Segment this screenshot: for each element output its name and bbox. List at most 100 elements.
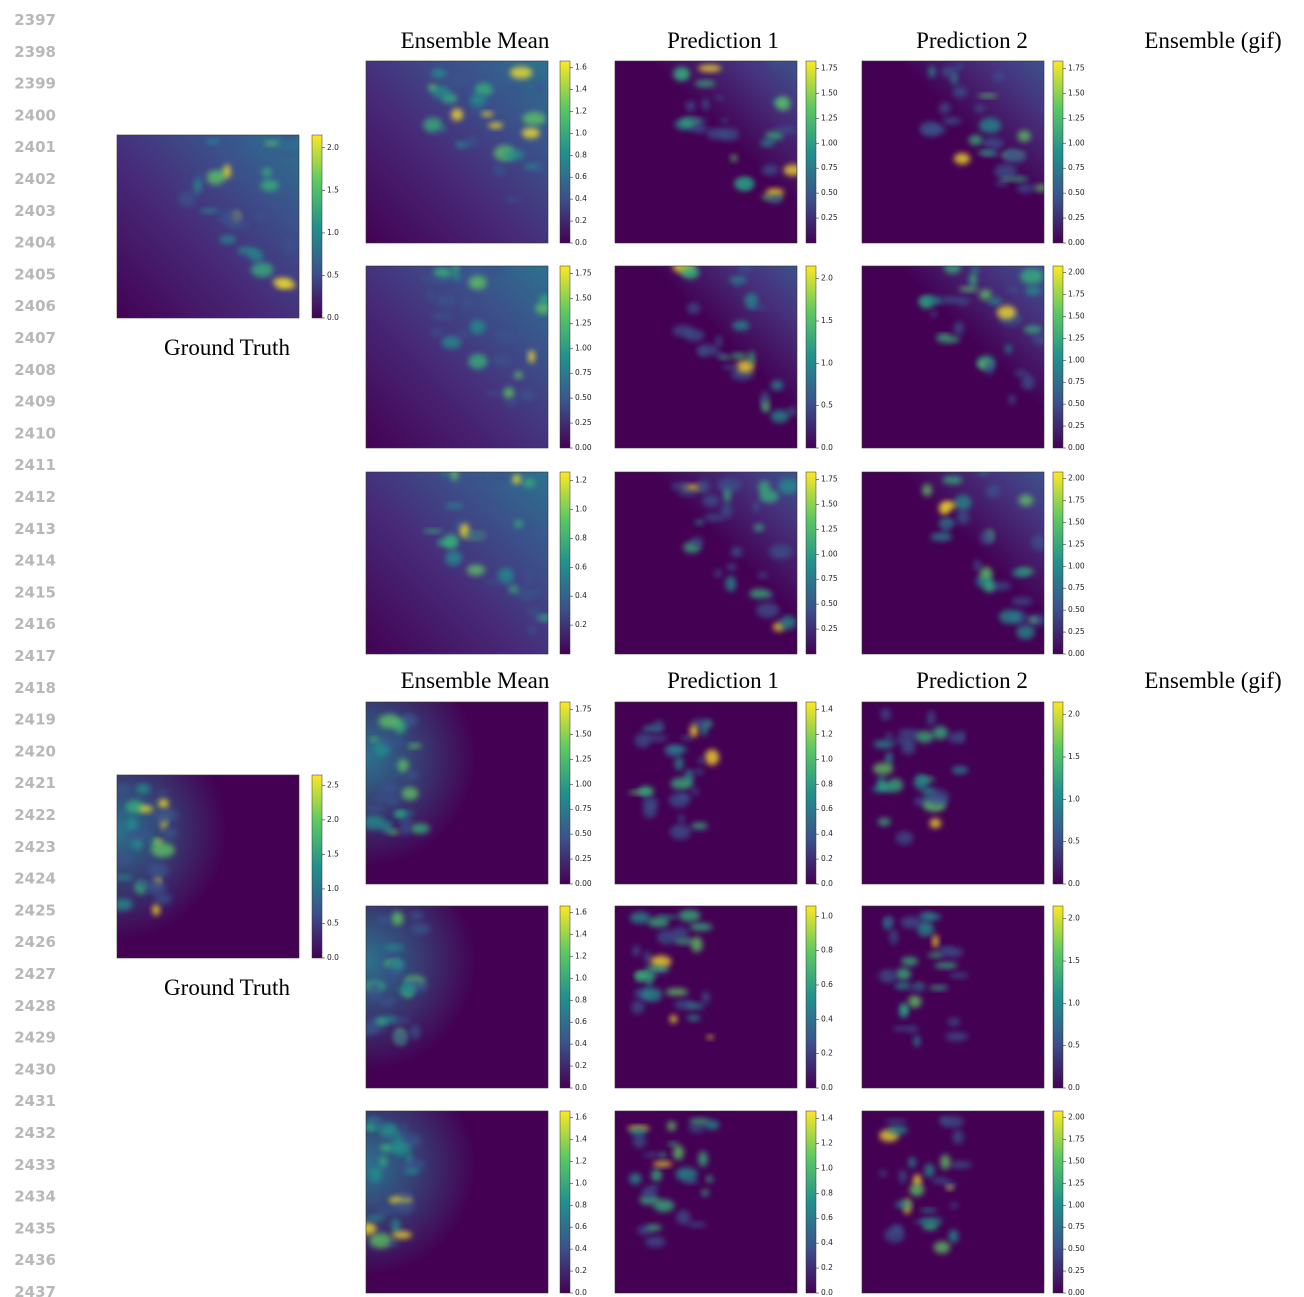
heatmap-body xyxy=(862,1111,1044,1293)
blob xyxy=(954,495,971,511)
line-number: 2432 xyxy=(14,1124,56,1142)
heatmap xyxy=(366,259,551,448)
blob xyxy=(698,65,721,72)
blob xyxy=(1018,495,1033,507)
blob xyxy=(357,1222,376,1234)
heatmap-body xyxy=(615,1111,797,1293)
blob xyxy=(701,1189,709,1196)
blob xyxy=(488,122,503,128)
heatmap xyxy=(615,57,802,243)
blob xyxy=(721,118,728,123)
blob xyxy=(523,112,546,125)
colorbar-tick-label: 1.00 xyxy=(1068,138,1085,147)
colorbar-tick-label: 0.0 xyxy=(575,1288,587,1297)
colorbar-tick-label: 0.0 xyxy=(821,1083,833,1092)
blob xyxy=(514,520,522,528)
blob xyxy=(698,757,705,764)
blob xyxy=(410,923,430,934)
colorbar-tick-label: 1.4 xyxy=(575,1135,587,1144)
blob xyxy=(675,756,684,770)
colorbar-tick-label: 0.2 xyxy=(575,216,587,225)
colorbar-tick-label: 0.2 xyxy=(821,1263,833,1272)
blob xyxy=(768,195,782,204)
blob xyxy=(469,276,487,290)
colorbar-tick-label: 0.8 xyxy=(575,533,587,542)
blob xyxy=(771,380,783,390)
colorbar-tick-label: 2.0 xyxy=(1068,914,1080,923)
blob xyxy=(950,1161,972,1168)
colorbar-tick-label: 0.6 xyxy=(821,980,833,989)
colorbar-tick-label: 1.25 xyxy=(821,524,838,533)
blob xyxy=(688,1124,705,1132)
colorbar-tick-label: 0.8 xyxy=(575,995,587,1004)
line-number: 2412 xyxy=(14,488,56,506)
blob xyxy=(441,336,461,349)
blob xyxy=(896,968,911,980)
heatmap-body xyxy=(357,1111,548,1293)
line-number: 2431 xyxy=(14,1092,56,1110)
colorbar-tick-label: 0.50 xyxy=(821,599,838,608)
colorbar-tick-label: 0.8 xyxy=(821,1188,833,1197)
blob xyxy=(681,736,692,741)
colorbar-tick-label: 2.00 xyxy=(1068,474,1085,483)
blob xyxy=(673,1145,684,1160)
blob xyxy=(651,1169,662,1182)
colorbar-tick-label: 1.50 xyxy=(821,88,838,97)
blob xyxy=(509,585,519,593)
blob xyxy=(451,273,461,280)
blob xyxy=(387,796,400,806)
line-number: 2411 xyxy=(14,456,56,474)
blob xyxy=(381,783,398,795)
colorbar-tick-label: 0.8 xyxy=(821,946,833,955)
blob xyxy=(706,1175,712,1182)
blob xyxy=(944,262,961,274)
blob xyxy=(886,732,893,740)
line-number: 2399 xyxy=(14,75,56,93)
colorbar-tick-label: 1.50 xyxy=(575,729,592,738)
blob xyxy=(528,626,536,634)
colorbar-tick-label: 1.50 xyxy=(1068,311,1085,320)
blob xyxy=(486,391,501,395)
blob xyxy=(885,1119,908,1124)
blob xyxy=(695,520,704,525)
blob xyxy=(901,1004,907,1015)
colorbar-tick-label: 1.2 xyxy=(821,1138,833,1147)
blob xyxy=(395,811,405,816)
blob xyxy=(676,1167,698,1181)
blob xyxy=(948,732,963,743)
blob xyxy=(909,1183,924,1196)
blob xyxy=(392,1231,412,1239)
blob xyxy=(504,399,518,406)
colorbar-tick-label: 1.00 xyxy=(1068,1200,1085,1209)
colorbar-tick-label: 0.75 xyxy=(1068,1222,1085,1231)
blob xyxy=(1011,569,1027,577)
colorbar-tick-label: 0.50 xyxy=(575,393,592,402)
blob xyxy=(941,296,961,303)
blob xyxy=(527,609,542,616)
blob xyxy=(884,916,894,925)
blob xyxy=(939,102,951,114)
colorbar-tick-label: 1.5 xyxy=(1068,956,1080,965)
blob xyxy=(879,969,897,982)
column-header: Prediction 1 xyxy=(667,28,779,53)
heatmap xyxy=(862,470,1047,654)
blob xyxy=(145,881,166,894)
colorbar-tick-label: 0.00 xyxy=(1068,1288,1085,1297)
blob xyxy=(691,537,703,547)
blob xyxy=(915,731,934,743)
heatmap xyxy=(862,906,1044,1088)
colorbar-tick-label: 1.00 xyxy=(821,138,838,147)
blob xyxy=(436,131,442,135)
colorbar-tick-label: 0.4 xyxy=(575,194,587,203)
blob xyxy=(924,1164,934,1178)
blob xyxy=(987,297,1002,305)
blob xyxy=(506,87,524,96)
blob xyxy=(504,198,521,202)
heatmap-body xyxy=(362,702,548,884)
blob xyxy=(698,1151,708,1167)
colorbar-tick-label: 1.25 xyxy=(1068,113,1085,122)
blob xyxy=(731,547,743,558)
colorbar-tick-label: 2.0 xyxy=(327,815,339,824)
blob xyxy=(264,141,279,145)
blob xyxy=(1005,345,1012,354)
